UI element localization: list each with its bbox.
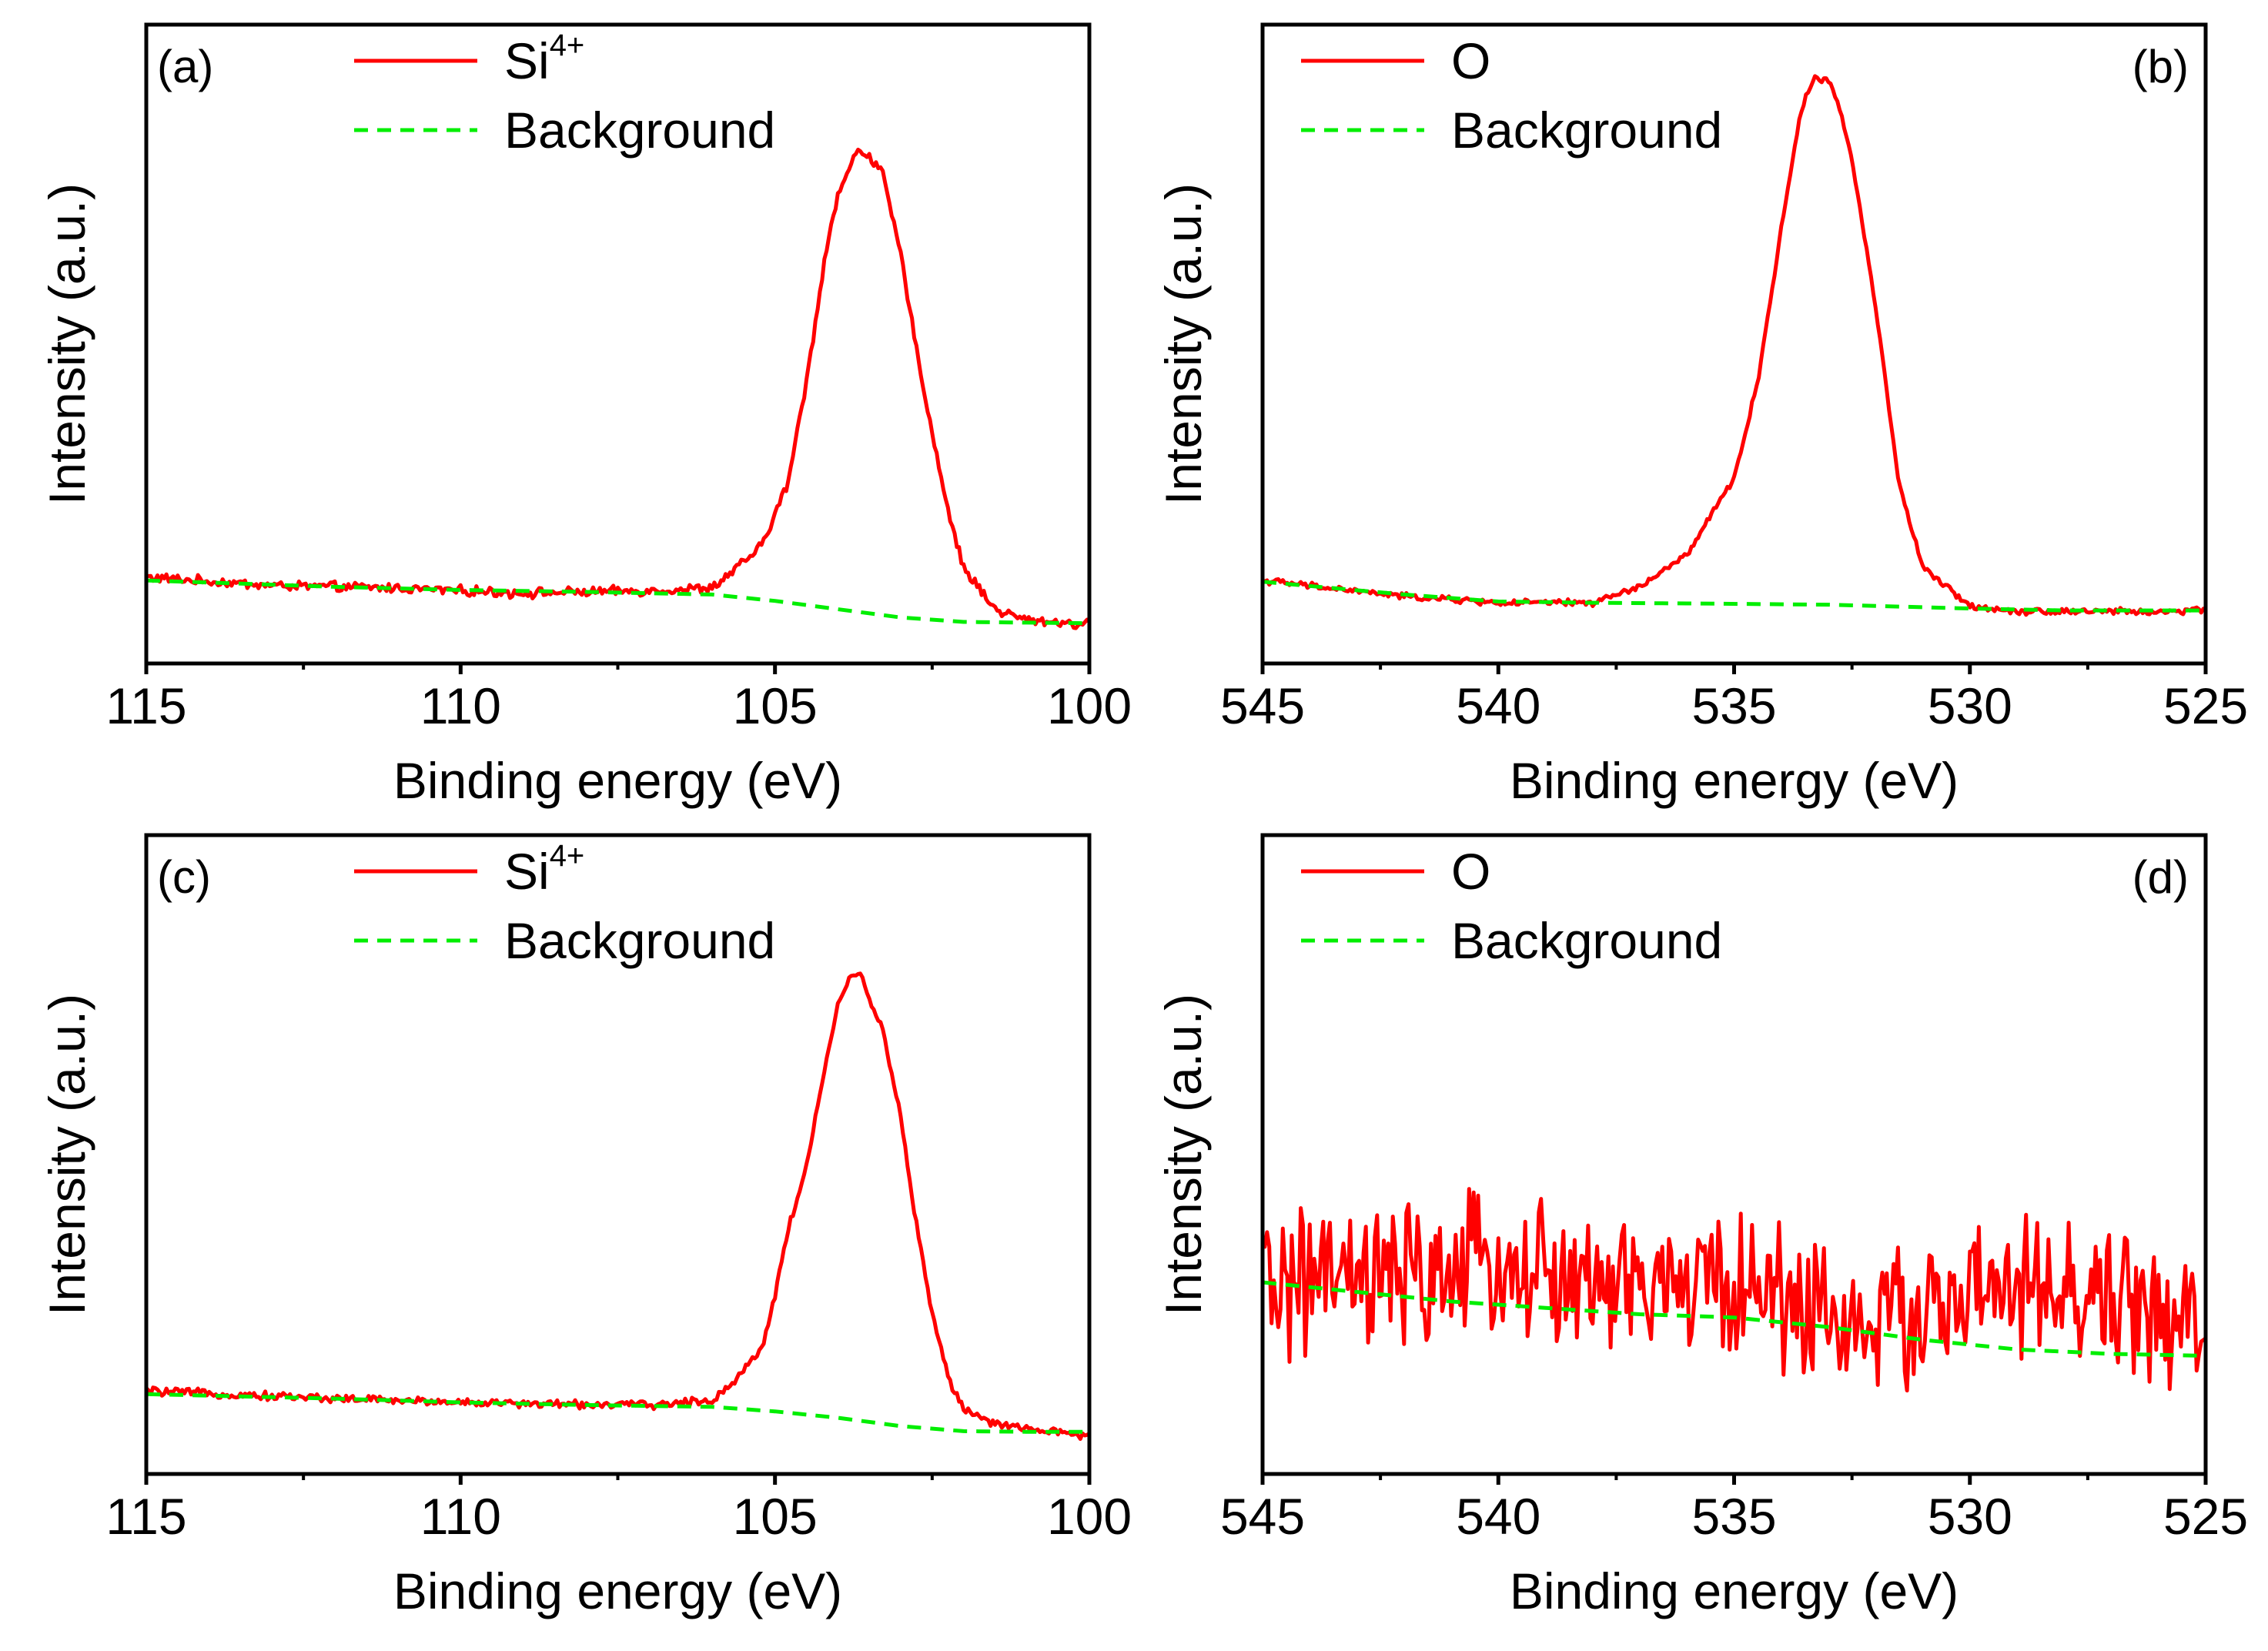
panel-b-x-tick-label: 530 [1928,677,2012,734]
panel-b-series-background-line [1263,580,2206,613]
panel-b-x-tick-label: 525 [2163,677,2248,734]
panel-d-frame [1260,833,2208,1476]
panel-b-tick-labels: 545 540 535 530 525 [1220,677,2248,734]
panel-b-series-signal-line [1263,74,2206,617]
panel-c-plot-area [146,971,1089,1441]
panel-b: 545 540 535 530 525 (b) Binding energy (eV) … [1155,22,2248,809]
panel-c-legend-label: Si4+ [504,839,584,900]
panel-a-legend-label: Si4+ [504,28,584,89]
panel-c-label: (c) [157,851,211,903]
panel-b-x-axis-title: Binding energy (eV) [1510,752,1959,809]
panel-c-x-tick-label: 100 [1047,1488,1132,1545]
panel-d-y-axis-title: Intensity (a.u.) [1155,994,1212,1315]
panel-d-label: (d) [2133,851,2189,903]
panel-d-x-axis-title: Binding energy (eV) [1510,1562,1959,1619]
panel-b-x-tick-label: 545 [1220,677,1305,734]
panel-c-x-axis-title: Binding energy (eV) [393,1562,842,1619]
panel-a-label: (a) [157,41,213,92]
panel-b-plot-area [1263,74,2206,617]
panel-a-series-background-line [146,578,1089,626]
panel-d-x-tick-label: 525 [2163,1488,2248,1545]
panel-a: 115 110 105 100 (a) Binding energy (eV) Int… [38,22,1132,809]
panel-a-frame [144,22,1092,666]
panel-d-legend-label: Background [1451,912,1722,969]
panel-c: 115 110 105 100 (c) Binding energy (eV) Int… [38,833,1132,1619]
panel-a-x-tick-label: 100 [1047,677,1132,734]
panel-c-x-tick-label: 115 [105,1488,186,1545]
panel-d-legend: O Background [1301,843,1722,969]
panel-a-legend-superscript: 4+ [550,28,585,62]
panel-d-tick-labels: 545 540 535 530 525 [1220,1488,2248,1545]
panel-c-legend-superscript: 4+ [550,839,585,873]
panel-d-x-tick-label: 535 [1691,1488,1776,1545]
panel-c-x-tick-label: 110 [420,1488,501,1545]
panel-a-x-axis-title: Binding energy (eV) [393,752,842,809]
panel-c-frame [144,833,1092,1476]
panel-a-legend-label: Background [504,102,775,159]
panel-c-x-tick-label: 105 [733,1488,818,1545]
panel-d-legend-label: O [1451,843,1490,900]
panel-d-series-signal-line [1263,1187,2206,1393]
panel-a-y-axis-title: Intensity (a.u.) [38,183,95,505]
panel-a-legend: Si4+ Background [354,28,775,159]
panel-b-x-tick-label: 535 [1691,677,1776,734]
panel-c-series-signal-line [146,971,1089,1441]
panel-c-y-axis-title: Intensity (a.u.) [38,994,95,1315]
panel-b-frame [1260,22,2208,666]
panel-b-x-tick-label: 540 [1456,677,1540,734]
panel-d: 545 540 535 530 525 (d) Binding energy (eV) … [1155,833,2248,1619]
panel-d-series-background-line [1263,1280,2206,1358]
panel-c-tick-labels: 115 110 105 100 [105,1488,1132,1545]
panel-d-x-tick-label: 540 [1456,1488,1540,1545]
panel-b-legend-label: O [1451,32,1490,89]
panel-a-tick-labels: 115 110 105 100 [105,677,1132,734]
panel-b-legend: O Background [1301,32,1722,159]
panel-a-x-tick-label: 115 [105,677,186,734]
panel-a-plot-area [146,147,1089,630]
panel-c-legend: Si4+ Background [354,839,775,969]
panel-c-series-background-line [146,1392,1089,1434]
panel-c-legend-label: Background [504,912,775,969]
panel-a-x-tick-label: 105 [733,677,818,734]
panel-b-label: (b) [2133,41,2189,92]
panel-a-series-signal-line [146,147,1089,630]
panel-d-plot-area [1263,1187,2206,1393]
panel-d-x-tick-label: 530 [1928,1488,2012,1545]
panel-a-x-tick-label: 110 [420,677,501,734]
panel-b-y-axis-title: Intensity (a.u.) [1155,183,1212,505]
panel-d-x-tick-label: 545 [1220,1488,1305,1545]
panel-b-legend-label: Background [1451,102,1722,159]
